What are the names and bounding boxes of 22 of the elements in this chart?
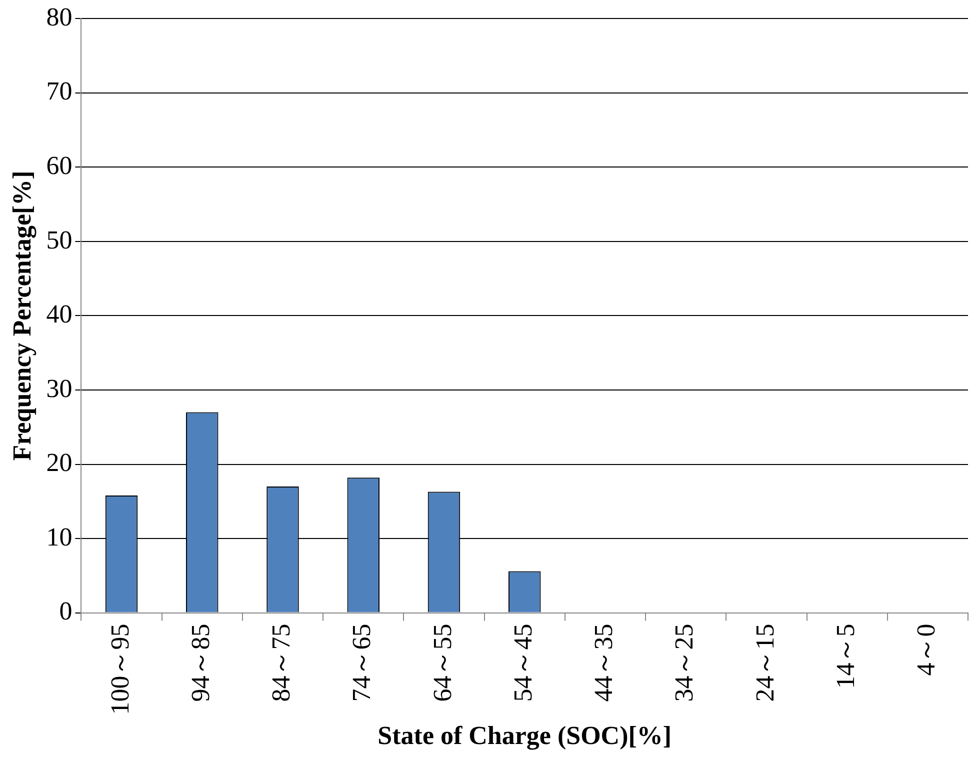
x-tick-label: 24～15 [750, 624, 780, 702]
y-tick-label: 40 [46, 300, 72, 329]
x-tick-label: 74～65 [347, 624, 376, 702]
x-tick-label: 64～55 [428, 624, 457, 702]
x-axis-title: State of Charge (SOC)[%] [378, 721, 672, 750]
x-tick-label: 54～45 [508, 624, 538, 702]
y-tick-label: 20 [46, 448, 72, 478]
x-tick-label: 14～5 [830, 624, 860, 689]
y-tick-label: 10 [46, 522, 72, 552]
y-tick-label: 50 [46, 225, 72, 254]
y-tick-label: 80 [46, 2, 72, 32]
y-tick-label: 70 [46, 76, 72, 106]
y-tick-label: 0 [59, 596, 72, 626]
x-tick-label: 4～0 [912, 624, 941, 676]
x-tick-label: 84～75 [266, 624, 296, 702]
y-tick-label: 60 [46, 150, 72, 180]
y-axis-title: Frequency Percentage[%] [7, 170, 36, 461]
x-tick-label: 44～35 [589, 624, 618, 702]
y-tick-label: 30 [46, 374, 72, 403]
x-tick-label: 100～95 [105, 624, 134, 715]
x-tick-label: 94～85 [186, 624, 215, 702]
x-tick-label: 34～25 [670, 624, 699, 702]
